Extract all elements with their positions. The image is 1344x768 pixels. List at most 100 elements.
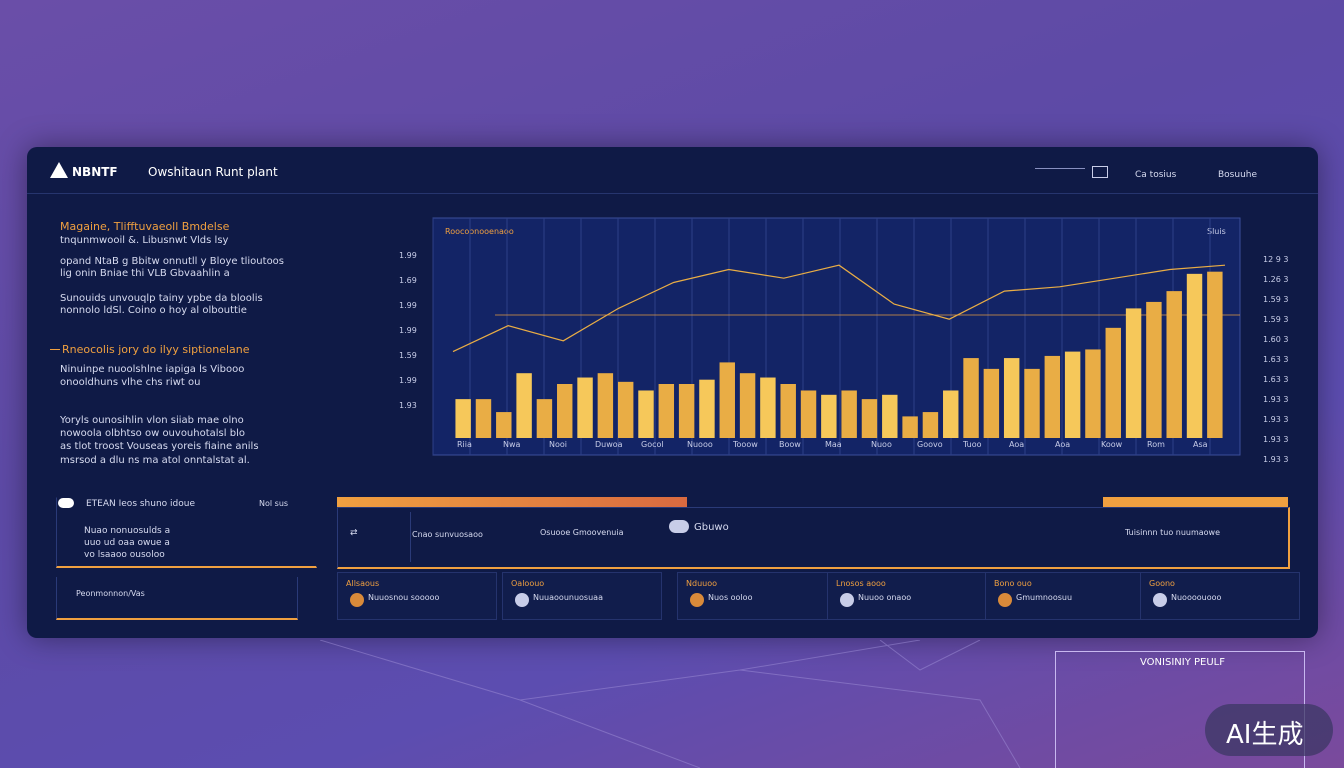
tab-bar [337,507,1290,569]
bar [577,377,593,438]
bar [983,368,1000,438]
card-icon [840,593,854,607]
x-label: Nuooo [687,440,713,449]
logo: NBNTF [72,165,118,179]
card-title: Nduuoo [686,579,717,588]
x-label: Gocol [641,440,664,449]
bar [760,377,776,438]
paragraph: lig onin Bniae thi VLB Gbvaahlin a [60,268,230,279]
card-title: Lnosos aooo [836,579,886,588]
icon [58,498,74,508]
y-label: 1.93 3 [1263,415,1288,424]
bar [597,373,614,438]
chart-label: Roocoonooenaoo [445,227,514,236]
bar [496,412,512,438]
link[interactable]: Ca tosius [1135,170,1177,180]
progress [1103,497,1288,507]
bar [455,399,471,438]
card-icon [1153,593,1167,607]
progress [337,497,687,507]
background-lines [320,640,1021,768]
bar [719,362,735,438]
y-label: 1.93 [399,401,417,410]
paragraph: nonnolo ldSl. Coino o hoy al olbouttie [60,305,247,316]
tab[interactable]: ⇄ [350,528,358,538]
note: nowoola olbhtso ow ouvouhotalsl blo [60,428,245,439]
card[interactable]: Lnosos aooo Nuuoo onaoo [827,572,987,620]
y-label: 1.99 [399,326,417,335]
x-label: Koow [1101,440,1123,449]
x-label: Nuoo [871,440,892,449]
highlight: Rneocolis jory do ilyy siptionelane [62,343,250,356]
tab[interactable]: Osuooe Gmoovenuia [540,528,624,537]
bar [658,384,675,438]
panel-line: uuo ud oaa owue a [84,538,170,548]
x-label: Tooow [732,440,758,449]
card[interactable]: Bono ouo Gmumnoosuu [985,572,1145,620]
icon[interactable] [1092,166,1108,178]
y-label: 1.99 [399,251,417,260]
footer-panel [56,577,298,620]
bar [617,381,634,438]
paragraph: opand NtaB g Bbitw onnutll y Bloye tliou… [60,256,285,267]
tab[interactable]: Cnao sunvuosaoo [412,530,483,539]
header-rule [27,193,1318,194]
x-label: Boow [779,440,801,449]
card[interactable]: Allsaous Nuuosnou sooooo [337,572,497,620]
divider [410,512,411,562]
y-label: 1.26 3 [1263,275,1288,284]
tab[interactable]: Tuisinnn tuo nuumaowe [1125,528,1221,537]
footer-text: Peonmonnon/Vas [76,589,145,598]
card-text: Nuuoo onaoo [858,593,912,602]
logo-icon [50,162,68,178]
link[interactable]: Bosuuhe [1218,170,1258,180]
y-label: 1.63 3 [1263,375,1288,384]
bar [841,390,857,438]
dash [50,349,60,350]
x-label: Nooi [549,440,567,449]
panel-line: Nuao nonuosulds a [84,526,171,536]
card-icon [998,593,1012,607]
bar [861,399,878,438]
trend-line [452,264,1226,353]
bar [638,390,654,438]
card-title: Goono [1149,579,1175,588]
bar [516,373,532,438]
nav[interactable]: Owshitaun Runt plant [148,165,278,179]
bar [1105,327,1121,438]
x-label: Riia [457,440,472,449]
bar [536,399,553,438]
intro-subtitle: tnqunmwooil &. Libusnwt Vlds lsy [60,235,229,246]
note: msrsod a dlu ns ma atol onntalstat al. [60,455,250,466]
bar [1207,271,1223,438]
toggle[interactable] [669,520,689,533]
y-label: 1.69 [399,276,417,285]
card-text: Nuoooouooo [1171,593,1222,602]
y-label: 1.59 3 [1263,315,1288,324]
card[interactable]: Goono Nuoooouooo [1140,572,1300,620]
bar [1064,351,1081,438]
card[interactable]: Oaloouo Nuuaoounuosuaa [502,572,662,620]
y-label: 1.59 [399,351,417,360]
tab[interactable]: Gbuwo [694,522,729,533]
bar [922,412,939,438]
panel-tag: Nol sus [259,499,289,508]
panel-title: ETEAN Ieos shuno idoue [86,499,195,509]
bar [678,384,695,438]
bar [1186,273,1203,438]
y-label: 1.59 3 [1263,295,1288,304]
card-title: Oaloouo [511,579,545,588]
y-label: 1.99 [399,301,417,310]
x-label: Nwa [503,440,521,449]
y-label: 1.93 3 [1263,395,1288,404]
note: as tlot troost Vouseas yoreis fiaine ani… [60,441,259,452]
bar [739,373,756,438]
card-text: Nuuaoounuosuaa [533,593,603,602]
y-label: 1.93 3 [1263,455,1288,464]
bar [1003,358,1020,438]
card-icon [350,593,364,607]
bar [1125,308,1142,438]
card[interactable]: Nduuoo Nuos ooloo [677,572,837,620]
watermark-bg [1205,704,1333,756]
